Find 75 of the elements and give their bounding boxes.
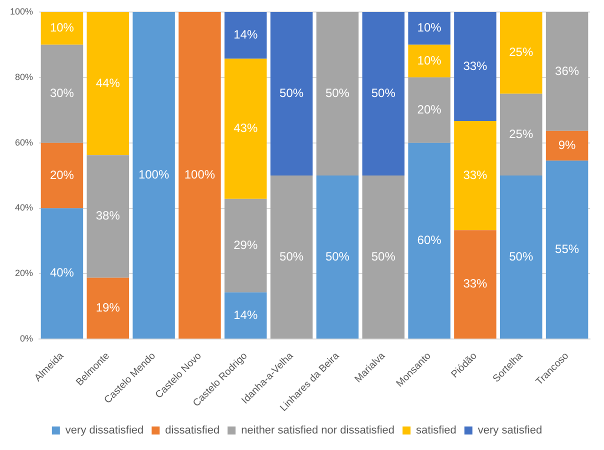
data-label: 14%	[234, 308, 258, 322]
bar	[224, 12, 267, 59]
legend-label: neither satisfied nor dissatisfied	[241, 424, 395, 437]
bar	[86, 278, 130, 339]
bar	[454, 230, 496, 339]
data-label: 43%	[234, 121, 258, 136]
data-label: 25%	[509, 126, 534, 141]
y-tick-label: 60%	[15, 137, 34, 148]
bar	[454, 121, 496, 230]
bar	[454, 12, 496, 122]
data-label: 10%	[417, 20, 442, 35]
bar	[224, 292, 267, 339]
data-label: 33%	[463, 58, 488, 73]
data-label: 50%	[371, 86, 396, 100]
bar	[408, 12, 450, 45]
bar	[408, 142, 450, 339]
data-label: 20%	[50, 168, 74, 182]
bar	[86, 155, 130, 278]
data-label: 19%	[96, 300, 120, 314]
bar	[546, 12, 588, 131]
y-tick-label: 20%	[15, 268, 34, 278]
data-label: 38%	[96, 208, 120, 223]
bar	[40, 208, 84, 339]
data-label: 50%	[325, 249, 350, 264]
data-label: 36%	[555, 64, 580, 78]
bar	[500, 94, 542, 176]
bar	[132, 12, 175, 339]
bar	[178, 12, 221, 339]
bar	[408, 77, 450, 143]
y-tick-label: 100%	[10, 6, 34, 16]
bar	[270, 176, 313, 339]
data-label: 25%	[509, 45, 534, 60]
data-label: 50%	[371, 249, 396, 264]
data-label: 10%	[417, 53, 442, 68]
data-label: 10%	[50, 20, 74, 35]
data-label: 20%	[417, 102, 442, 116]
data-label: 50%	[325, 86, 350, 100]
data-label: 9%	[558, 138, 576, 152]
data-label: 50%	[509, 249, 534, 264]
data-label: 100%	[184, 168, 216, 182]
data-label: 60%	[417, 233, 442, 248]
data-label: 40%	[50, 266, 74, 280]
data-label: 50%	[280, 86, 304, 100]
data-label: 55%	[555, 242, 580, 256]
bar	[40, 44, 84, 143]
y-tick-label: 0%	[20, 334, 34, 344]
bar	[224, 198, 267, 292]
bar	[40, 12, 84, 45]
bar	[546, 160, 588, 339]
bar	[500, 176, 542, 339]
data-label: 100%	[138, 168, 170, 182]
bar	[362, 12, 405, 176]
bar	[500, 12, 542, 94]
bar	[224, 58, 267, 199]
data-label: 50%	[280, 249, 304, 264]
y-tick-label: 40%	[15, 202, 34, 213]
bar	[546, 130, 588, 161]
bar	[408, 44, 450, 78]
data-label: 33%	[463, 168, 488, 182]
legend-label: satisfied	[416, 424, 456, 437]
bar	[316, 12, 359, 176]
legend-label: very satisfied	[478, 424, 542, 437]
bar	[316, 176, 359, 339]
data-label: 33%	[463, 276, 488, 291]
data-label: 14%	[234, 28, 258, 42]
data-label: 44%	[96, 76, 120, 90]
legend-label: very dissatisfied	[65, 424, 144, 437]
data-label: 30%	[50, 86, 74, 100]
data-label: 29%	[234, 238, 258, 252]
bar	[270, 12, 313, 176]
y-tick-label: 80%	[15, 72, 34, 82]
bar	[40, 142, 84, 208]
bar	[362, 176, 405, 339]
legend-label: dissatisfied	[165, 424, 220, 437]
bar	[86, 12, 130, 156]
